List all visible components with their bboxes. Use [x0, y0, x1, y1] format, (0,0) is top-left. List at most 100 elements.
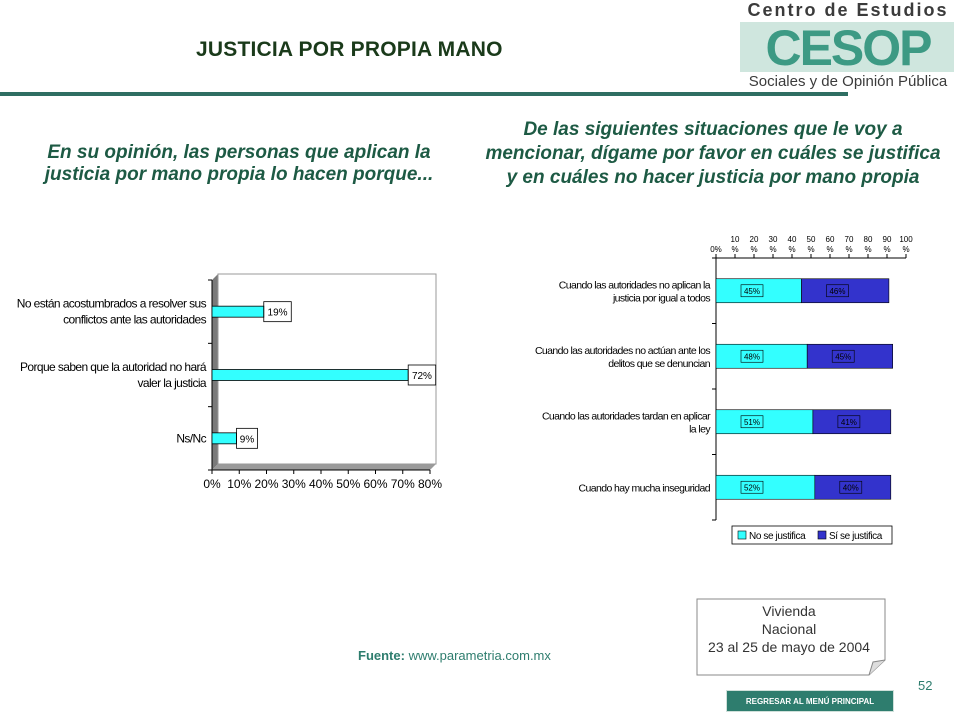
legend-label: No se justifica — [749, 531, 806, 542]
data-label-box — [263, 301, 292, 323]
x-tick-label: 40% — [309, 477, 333, 491]
justification-stacked-chart: 0%10%20%30%40%50%60%70%80%90%100%45% 46%C… — [535, 235, 913, 545]
segment-data-label: 41% — [841, 418, 857, 427]
right-question: De las siguientes situaciones que le voy… — [485, 119, 941, 188]
reasons-bar-chart: 0% 10% 20% 30% 40% 50% 60% 70% 80% 19% No están ac… — [17, 273, 442, 491]
plot-floor — [212, 464, 436, 470]
data-label-box — [740, 284, 764, 298]
x-tick-label: 60 — [826, 235, 835, 244]
left-question: En su opinión, las personas que aplican … — [44, 142, 434, 185]
x-tick-label: 70% — [391, 477, 415, 491]
category-label: Porque saben que la autoridad no hará — [20, 360, 207, 374]
segment-data-label: 51% — [744, 418, 760, 427]
segment-data-label: 45% — [744, 287, 760, 296]
x-tick-label: 0% — [710, 245, 722, 254]
segment-data-label: 52% — [744, 483, 760, 492]
category-label: No están acostumbrados a resolver sus — [17, 297, 207, 311]
stacked-bar-segment — [801, 278, 890, 304]
legend-swatch — [817, 530, 827, 540]
source-note: Fuente: www.parametria.com.mx — [358, 648, 551, 663]
source-label: Fuente: — [358, 648, 405, 663]
x-tick-label: 20% — [254, 477, 278, 491]
x-tick-label: 30% — [282, 477, 306, 491]
info-line-2: Nacional — [762, 621, 816, 637]
category-label: la ley — [689, 423, 711, 435]
back-to-menu-button[interactable]: REGRESAR AL MENÚ PRINCIPAL — [726, 690, 894, 712]
cesop-logo: Centro de Estudios CESOP Sociales y de O… — [740, 0, 954, 90]
source-link[interactable]: www.parametria.com.mx — [408, 648, 551, 663]
x-tick-label: 10% — [227, 477, 251, 491]
segment-data-label: 48% — [744, 352, 760, 361]
data-label-box — [740, 480, 764, 494]
x-tick-unit: % — [731, 245, 738, 254]
plot-area — [217, 273, 437, 465]
category-label: conflictos ante las autoridades — [63, 313, 206, 327]
x-tick-unit: % — [826, 245, 833, 254]
category-label: valer la justicia — [138, 376, 207, 390]
data-label-box — [740, 415, 764, 429]
x-tick-label: 90 — [883, 235, 892, 244]
stacked-bar-segment — [715, 278, 802, 304]
logo-mark: CESOP — [765, 20, 931, 76]
data-label-box — [837, 415, 861, 429]
x-tick-label: 80 — [864, 235, 873, 244]
x-tick-label: 30 — [769, 235, 778, 244]
bar-data-label: 19% — [268, 308, 288, 319]
page-title: JUSTICIA POR PROPIA MANO — [196, 38, 503, 61]
info-line-3: 23 al 25 de mayo de 2004 — [708, 639, 870, 655]
page-number: 52 — [918, 678, 933, 693]
category-label: delitos que se denuncian — [608, 358, 711, 370]
x-tick-label: 0% — [203, 477, 221, 491]
segment-data-label: 46% — [829, 287, 845, 296]
stacked-bar-segment — [814, 474, 892, 500]
x-tick-label: 40 — [788, 235, 797, 244]
info-line-1: Vivienda — [762, 603, 816, 619]
stacked-bar-segment — [715, 474, 816, 500]
x-tick-label: 50% — [336, 477, 360, 491]
category-label: Cuando las autoridades no actúan ante lo… — [535, 345, 710, 357]
x-tick-unit: % — [902, 245, 909, 254]
legend-swatch — [737, 530, 747, 540]
legend-box — [731, 525, 893, 545]
x-tick-label: 80% — [418, 477, 442, 491]
x-tick-label: 50 — [807, 235, 816, 244]
data-label-box — [740, 349, 764, 363]
x-tick-label: 20 — [750, 235, 759, 244]
stacked-bar-segment — [806, 343, 894, 369]
x-tick-label: 10 — [731, 235, 740, 244]
bar-data-label: 9% — [240, 434, 255, 445]
segment-data-label: 40% — [843, 483, 859, 492]
bar — [211, 432, 237, 445]
data-label-box — [407, 364, 437, 386]
stacked-bar-segment — [715, 409, 814, 435]
category-label: Cuando las autoridades tardan en aplicar — [542, 410, 711, 422]
category-label: justicia por igual a todos — [612, 292, 710, 304]
bar — [211, 305, 265, 318]
bar — [211, 369, 409, 381]
legend-label: Sí se justifica — [829, 531, 883, 542]
category-label: Cuando las autoridades no aplican la — [559, 279, 711, 291]
stacked-bar-segment — [812, 409, 892, 435]
x-tick-unit: % — [807, 245, 814, 254]
data-label-box — [826, 284, 849, 298]
bar-data-label: 72% — [412, 371, 432, 382]
survey-info-box: Vivienda Nacional 23 al 25 de mayo de 20… — [696, 598, 886, 676]
x-tick-unit: % — [769, 245, 776, 254]
data-label-box — [831, 349, 855, 363]
data-label-box — [236, 427, 258, 449]
x-tick-unit: % — [864, 245, 871, 254]
stacked-bar-segment — [715, 343, 808, 369]
x-tick-unit: % — [883, 245, 890, 254]
logo-text-top: Centro de Estudios — [747, 0, 948, 20]
x-tick-label: 70 — [845, 235, 854, 244]
x-tick-unit: % — [845, 245, 852, 254]
category-label: Ns/Nc — [176, 431, 206, 445]
segment-data-label: 45% — [835, 352, 851, 361]
category-label: Cuando hay mucha inseguridad — [579, 482, 711, 494]
title-divider — [0, 92, 848, 96]
x-tick-label: 60% — [363, 477, 387, 491]
logo-text-bottom: Sociales y de Opinión Pública — [749, 73, 948, 90]
x-tick-label: 100 — [899, 235, 913, 244]
x-tick-unit: % — [750, 245, 757, 254]
data-label-box — [839, 480, 863, 494]
